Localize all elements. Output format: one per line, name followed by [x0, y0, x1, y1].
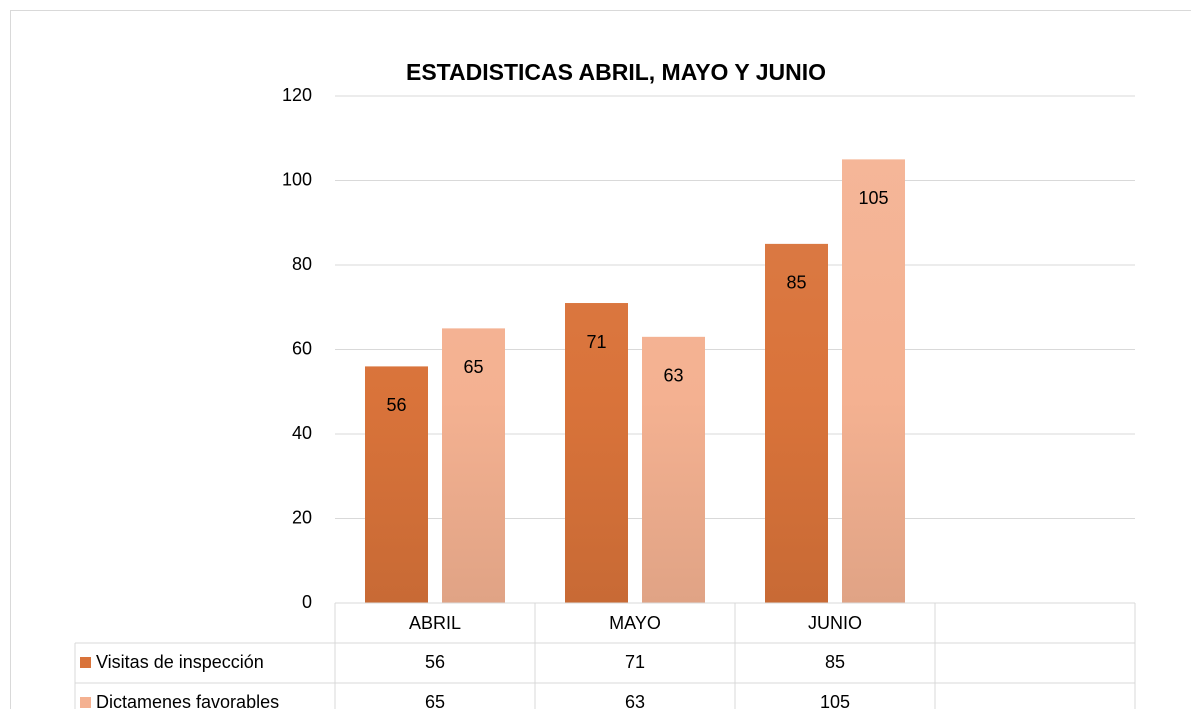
data-label: 63 — [663, 366, 683, 386]
x-tick-label: ABRIL — [409, 613, 461, 633]
y-tick-label: 100 — [282, 169, 312, 189]
table-cell: 71 — [625, 652, 645, 672]
chart-title: ESTADISTICAS ABRIL, MAYO Y JUNIO — [406, 59, 826, 85]
y-tick-label: 40 — [292, 423, 312, 443]
y-tick-label: 80 — [292, 254, 312, 274]
bar — [765, 243, 828, 603]
data-label: 71 — [586, 332, 606, 352]
bar — [565, 303, 628, 603]
y-tick-label: 120 — [282, 85, 312, 105]
data-label: 56 — [386, 395, 406, 415]
data-label: 85 — [786, 273, 806, 293]
y-tick-label: 20 — [292, 507, 312, 527]
y-tick-label: 60 — [292, 338, 312, 358]
table-cell: 105 — [820, 692, 850, 709]
bar — [842, 159, 905, 603]
bar — [365, 366, 428, 603]
y-tick-label: 0 — [302, 592, 312, 612]
table-cell: 65 — [425, 692, 445, 709]
bar — [442, 328, 505, 603]
bar — [642, 336, 705, 603]
x-tick-label: MAYO — [609, 613, 661, 633]
data-label: 105 — [858, 188, 888, 208]
chart-border — [10, 10, 1191, 709]
legend-label: Visitas de inspección — [96, 652, 264, 672]
legend-key — [80, 697, 91, 708]
table-cell: 56 — [425, 652, 445, 672]
data-label: 65 — [463, 357, 483, 377]
legend-label: Dictamenes favorables — [96, 692, 279, 709]
table-cell: 63 — [625, 692, 645, 709]
legend-key — [80, 657, 91, 668]
table-cell: 85 — [825, 652, 845, 672]
x-tick-label: JUNIO — [808, 613, 862, 633]
